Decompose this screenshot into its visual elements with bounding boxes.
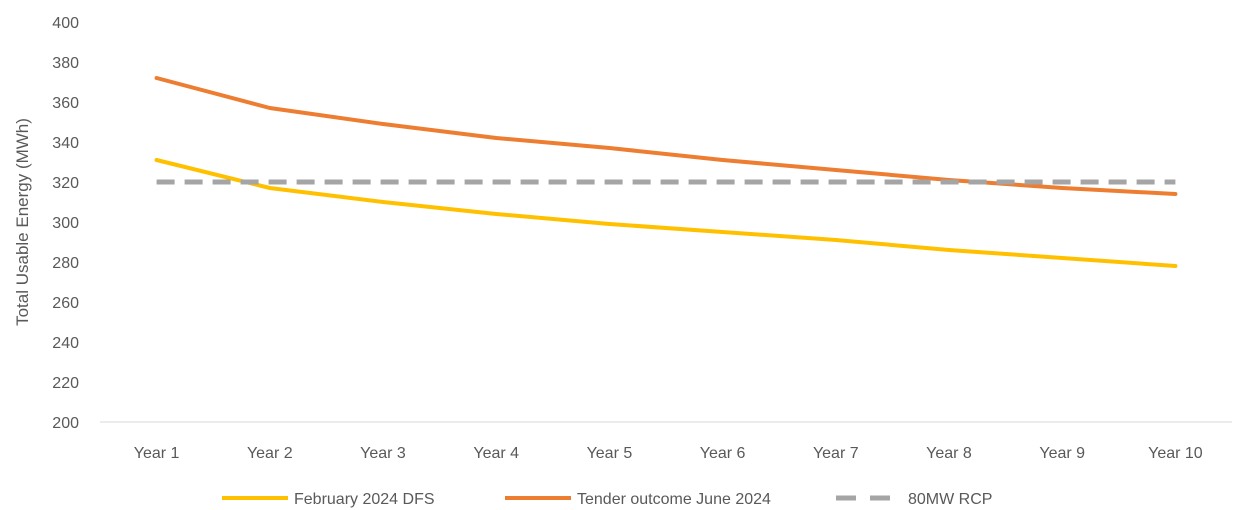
y-tick-label: 320: [52, 175, 79, 192]
x-tick-label: Year 10: [1148, 445, 1203, 462]
y-tick-label: 220: [52, 375, 79, 392]
x-tick-label: Year 7: [813, 445, 859, 462]
y-tick-label: 300: [52, 215, 79, 232]
series-lines: [154, 76, 1178, 268]
series-line-2: [154, 76, 1178, 196]
x-tick-label: Year 1: [134, 445, 180, 462]
x-tick-label: Year 4: [473, 445, 519, 462]
x-tick-label: Year 5: [587, 445, 633, 462]
y-tick-label: 240: [52, 335, 79, 352]
legend-label-1: February 2024 DFS: [294, 491, 435, 508]
y-tick-label: 200: [52, 415, 79, 432]
y-tick-label: 340: [52, 135, 79, 152]
y-axis-ticks: 200 220 240 260 280 300 320 340 360 380 400: [52, 15, 79, 432]
y-tick-label: 380: [52, 55, 79, 72]
series-line-1: [154, 158, 1178, 268]
legend-label-2: Tender outcome June 2024: [577, 491, 771, 508]
x-tick-label: Year 6: [700, 445, 746, 462]
x-tick-label: Year 9: [1039, 445, 1085, 462]
y-tick-label: 260: [52, 295, 79, 312]
legend-label-3: 80MW RCP: [908, 491, 992, 508]
y-axis-title: Total Usable Energy (MWh): [13, 118, 32, 326]
y-tick-label: 280: [52, 255, 79, 272]
x-tick-label: Year 3: [360, 445, 406, 462]
legend: February 2024 DFS Tender outcome June 202…: [222, 491, 992, 508]
x-axis-ticks: Year 1 Year 2 Year 3 Year 4 Year 5 Year 6 Year…: [134, 445, 1203, 462]
y-tick-label: 360: [52, 95, 79, 112]
y-tick-label: 400: [52, 15, 79, 32]
x-tick-label: Year 2: [247, 445, 293, 462]
x-tick-label: Year 8: [926, 445, 972, 462]
